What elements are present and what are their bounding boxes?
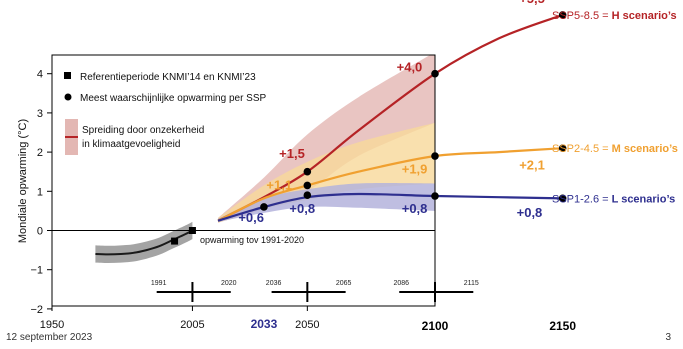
legend: Referentieperiode KNMI’14 en KNMI’23 Mee… (64, 72, 267, 155)
y-tick-label-3: 1 (37, 186, 43, 198)
legend-spread-text-1: Spreiding door onzekerheid (82, 125, 204, 136)
marker-ssp2-4.5-2 (558, 144, 567, 152)
reference-markers (171, 227, 196, 245)
marker-ssp1-2.6-2 (431, 192, 439, 200)
marker-ssp1-2.6-1 (303, 191, 312, 200)
baseline-label: opwarming tov 1991-2020 (200, 235, 304, 245)
scenario-label-ssp5-8.5: SSP5-8.5 = H scenario’s (552, 10, 677, 22)
scenario-labels: SSP5-8.5 = H scenario’s SSP2-4.5 = M scen… (552, 10, 678, 205)
footer-date: 12 september 2023 (6, 332, 93, 343)
historical-line (95, 229, 193, 256)
period-end-label-0: 2020 (221, 280, 237, 287)
y-tick-label-5: −1 (30, 265, 43, 277)
legend-square-marker (64, 72, 71, 79)
reference-marker-0 (171, 237, 179, 245)
x-tick-label-2100: 2100 (422, 319, 449, 333)
marker-ssp2-4.5-0 (303, 181, 312, 190)
legend-likely-text: Meest waarschijnlijke opwarming per SSP (80, 93, 267, 104)
y-tick-label-0: 4 (37, 69, 43, 81)
x-tick-label-2005: 2005 (180, 319, 204, 331)
legend-dot-marker (64, 93, 72, 101)
page-number: 3 (665, 332, 671, 343)
marker-ssp5-8.5-2 (558, 11, 567, 19)
value-label-ssp5-8.5-0: +1,5 (279, 146, 305, 161)
period-start-label-2: 2086 (393, 280, 409, 287)
period-start-label-1: 2036 (266, 280, 282, 287)
period-bars: 1991 2020 2036 2065 2086 2115 (151, 280, 479, 302)
x-tick-label-1950: 1950 (40, 319, 64, 331)
historical-line-shape (95, 229, 193, 256)
marker-ssp1-2.6-0 (260, 203, 268, 211)
value-labels: +1,5 +4,0 +5,5 +1,1 +1,9 +2,1 +0,6 +0,8 +0,8 +0,8 (238, 0, 545, 225)
x-tick-label-2033: 2033 (251, 317, 278, 331)
value-label-ssp1-2.6-3: +0,8 (517, 205, 543, 220)
period-start-label-0: 1991 (151, 280, 167, 287)
value-label-ssp2-4.5-2: +2,1 (519, 158, 545, 173)
marker-ssp5-8.5-0 (303, 167, 312, 176)
y-tick-label-1: 3 (37, 108, 43, 120)
marker-ssp2-4.5-1 (431, 152, 439, 160)
legend-reference-text: Referentieperiode KNMI’14 en KNMI’23 (80, 72, 256, 83)
x-axis-ticks: 1950 2005 2050 2033 2100 2150 (40, 306, 576, 333)
value-label-ssp2-4.5-0: +1,1 (266, 177, 292, 192)
reference-marker-1 (188, 227, 196, 234)
period-end-label-2: 2115 (464, 280, 479, 287)
historical-band (95, 221, 193, 263)
value-label-ssp1-2.6-0: +0,6 (238, 210, 264, 225)
scenario-label-ssp2-4.5: SSP2-4.5 = M scenario’s (552, 143, 678, 155)
plot-frame (51, 54, 436, 307)
legend-spread-text-2: in klimaatgevoeligheid (82, 139, 180, 150)
marker-ssp1-2.6-3 (558, 194, 567, 203)
series-markers (260, 11, 567, 211)
line-ssp5-8.5 (217, 13, 564, 222)
x-tick-label-2050: 2050 (295, 319, 319, 331)
line-ssp2-4.5 (217, 147, 563, 222)
uncertainty-bands (218, 55, 435, 223)
value-label-ssp5-8.5-1: +4,0 (397, 60, 423, 75)
scenario-label-ssp1-2.6: SSP1-2.6 = L scenario’s (552, 193, 675, 205)
marker-ssp5-8.5-1 (431, 69, 439, 78)
y-axis-ticks: 4 3 2 1 0 −1 −2 (30, 69, 52, 316)
value-label-ssp5-8.5-2: +5,5 (519, 0, 545, 6)
value-label-ssp1-2.6-1: +0,8 (289, 201, 315, 216)
y-tick-label-4: 0 (37, 226, 43, 238)
band-ssp1-2.6 (218, 183, 435, 222)
y-tick-label-6: −2 (30, 304, 43, 316)
value-label-ssp2-4.5-1: +1,9 (402, 162, 428, 177)
y-axis-label: Mondiale opwarming (°C) (17, 119, 29, 243)
y-tick-label-2: 2 (37, 147, 43, 159)
value-label-ssp1-2.6-2: +0,8 (402, 201, 428, 216)
period-end-label-1: 2065 (336, 280, 352, 287)
historical-band-shape (95, 221, 193, 263)
x-tick-label-2150: 2150 (549, 319, 576, 333)
